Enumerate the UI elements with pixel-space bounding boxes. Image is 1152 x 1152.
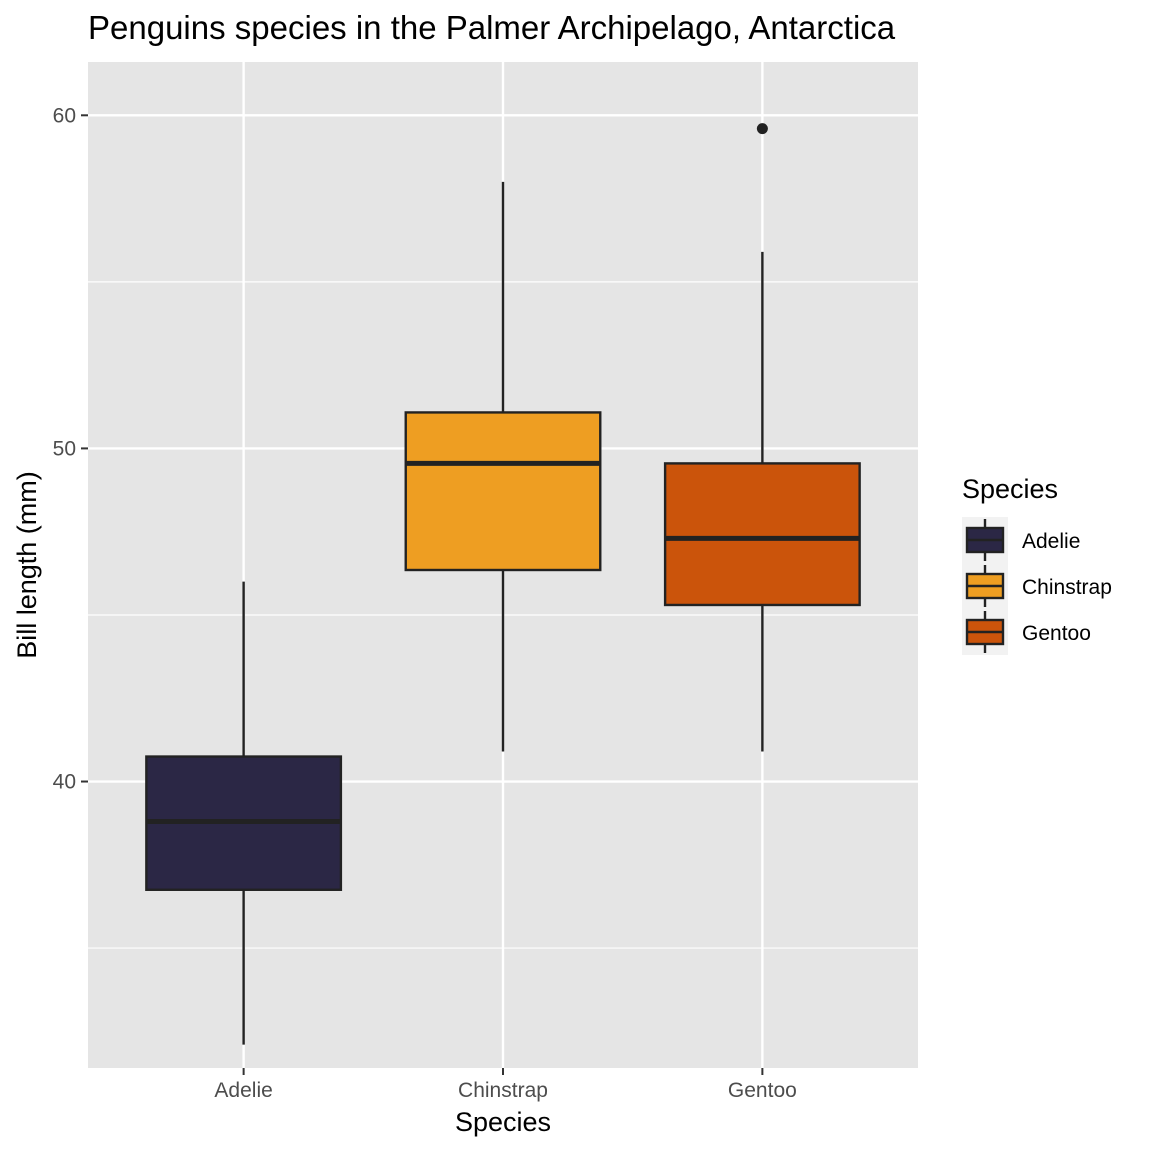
- x-tick-label: Gentoo: [728, 1079, 797, 1102]
- box-adelie: [145, 581, 343, 1045]
- legend-item-gentoo: Gentoo: [965, 611, 1091, 653]
- box-iqr: [663, 462, 861, 607]
- y-tick-label: 50: [53, 437, 76, 460]
- x-tick-label: Adelie: [214, 1079, 272, 1102]
- legend-label: Gentoo: [1022, 622, 1091, 645]
- y-axis: 40 50 60: [53, 104, 88, 794]
- y-tick-label: 40: [53, 771, 76, 794]
- x-axis-title: Species: [455, 1107, 551, 1137]
- boxes: [145, 123, 861, 1045]
- legend-item-chinstrap: Chinstrap: [965, 565, 1112, 607]
- legend: Species Adelie Chinstrap Gentoo: [962, 474, 1112, 655]
- legend-title: Species: [962, 474, 1058, 504]
- box-gentoo: [663, 123, 861, 752]
- y-tick-label: 60: [53, 104, 76, 127]
- legend-item-adelie: Adelie: [965, 519, 1080, 561]
- legend-label: Adelie: [1022, 530, 1080, 553]
- x-tick-label: Chinstrap: [458, 1079, 548, 1102]
- x-axis: Adelie Chinstrap Gentoo: [214, 1068, 797, 1102]
- chart-title: Penguins species in the Palmer Archipela…: [88, 9, 896, 46]
- outlier-point: [756, 123, 768, 135]
- box-iqr: [404, 411, 602, 572]
- legend-label: Chinstrap: [1022, 576, 1112, 599]
- box-chinstrap: [404, 181, 602, 752]
- y-axis-title: Bill length (mm): [12, 471, 42, 659]
